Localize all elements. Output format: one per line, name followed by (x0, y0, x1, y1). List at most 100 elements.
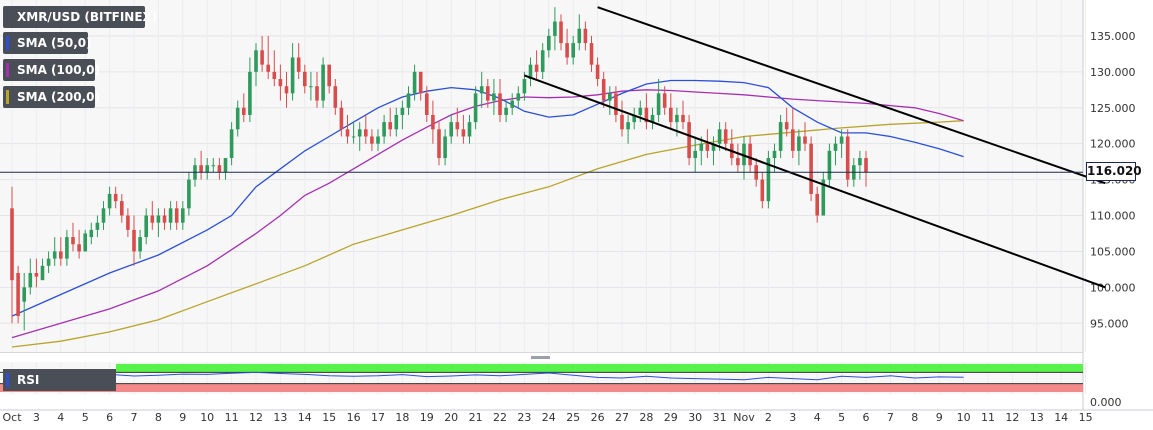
candle-body (309, 86, 313, 88)
x-tick-label: 3 (789, 411, 796, 424)
candle-body (583, 28, 588, 44)
candle-body (101, 208, 106, 223)
candle-body (748, 143, 752, 166)
candle-body (71, 237, 75, 245)
candle-body (662, 93, 667, 108)
candle-body (52, 251, 57, 259)
candle-body (412, 71, 417, 94)
candle-body (113, 193, 118, 202)
candle-body (10, 208, 14, 281)
sma50-legend[interactable]: SMA (50,0) (3, 32, 92, 54)
candle-body (742, 143, 746, 166)
x-tick-label: 12 (249, 411, 263, 424)
candle-body (473, 93, 478, 123)
candle-body (376, 136, 380, 144)
x-tick-label: 29 (664, 411, 678, 424)
x-tick-label: 6 (106, 411, 113, 424)
candle-body (669, 107, 673, 123)
x-tick-label: 3 (33, 411, 40, 424)
candle-body (168, 208, 173, 223)
candle-body (803, 136, 807, 144)
x-tick-label: 20 (444, 411, 458, 424)
candle-body (217, 165, 222, 173)
candle-body (595, 64, 600, 80)
x-tick-label: 25 (566, 411, 580, 424)
candle-body (601, 79, 606, 101)
candle-body (394, 114, 399, 130)
channel-lower-line (524, 74, 1106, 289)
sma100-legend[interactable]: SMA (100,0) (3, 59, 100, 81)
candle-body (717, 129, 722, 144)
x-tick-label: Oct (2, 411, 22, 424)
x-tick-label: 2 (765, 411, 772, 424)
candle-body (443, 136, 447, 159)
candle-body (187, 179, 191, 209)
candle-body (211, 165, 216, 167)
x-tick-label: 9 (179, 411, 186, 424)
candle-body (205, 165, 209, 173)
candle-body (333, 86, 338, 108)
candle-body (833, 143, 838, 151)
candle-body (77, 244, 81, 252)
candle-body (327, 64, 331, 87)
candle-body (504, 107, 508, 115)
x-tick-label: 19 (420, 411, 434, 424)
candle-body (120, 201, 124, 216)
candle-body (705, 143, 710, 151)
candle-body (156, 215, 161, 223)
rsi-legend[interactable]: RSI (14,70,30,1) (3, 369, 116, 409)
candle-body (254, 50, 258, 72)
y-tick-label: 95.000 (1090, 317, 1129, 330)
candle-body (107, 193, 112, 209)
candle-body (242, 107, 246, 115)
x-tick-label: 16 (347, 411, 361, 424)
candle-body (516, 93, 521, 101)
candle-body (510, 100, 514, 108)
sma200-label: SMA (200,0) (17, 90, 100, 104)
candle-body (315, 86, 319, 101)
candle-body (699, 143, 704, 151)
candle-body (760, 179, 765, 202)
candle-body (608, 93, 612, 101)
candle-body (577, 28, 582, 44)
y-tick-label: 135.000 (1090, 30, 1136, 43)
x-tick-label: 7 (887, 411, 894, 424)
candle-body (455, 122, 460, 130)
x-tick-label: 28 (639, 411, 653, 424)
sma200-legend[interactable]: SMA (200,0) (3, 86, 100, 108)
candle-body (132, 229, 136, 252)
candle-body (223, 158, 228, 173)
x-tick-label: 7 (131, 411, 138, 424)
pane-resize-handle (531, 356, 550, 359)
x-tick-label: 5 (82, 411, 89, 424)
x-tick-label: 12 (1005, 411, 1019, 424)
symbol-legend[interactable]: XMR/USD (BITFINEX) (3, 6, 157, 28)
candle-body (400, 107, 405, 115)
candle-body (418, 71, 423, 94)
rsi-label: RSI (14,70,30,1) (17, 373, 101, 409)
candle-body (809, 143, 813, 194)
candle-body (614, 93, 618, 115)
candle-body (95, 222, 100, 230)
candle-body (388, 122, 392, 130)
x-tick-label: Nov (733, 411, 755, 424)
candle-body (650, 114, 655, 123)
candle-body (303, 71, 307, 87)
candle-body (681, 114, 685, 123)
candle-body (479, 86, 484, 94)
channel-upper-line (597, 6, 1106, 185)
candle-body (260, 50, 264, 65)
candle-body (845, 136, 850, 180)
y-tick-label: 105.000 (1090, 245, 1136, 258)
candle-body (675, 114, 679, 123)
x-tick-label: 10 (200, 411, 214, 424)
candle-body (772, 150, 777, 159)
x-tick-label: 15 (1079, 411, 1093, 424)
x-tick-label: 4 (57, 411, 64, 424)
rsi-swatch (6, 373, 9, 387)
x-tick-label: 22 (493, 411, 507, 424)
x-tick-label: 30 (688, 411, 702, 424)
candle-body (449, 122, 453, 137)
x-tick-label: 23 (517, 411, 531, 424)
x-tick-label: 14 (1054, 411, 1068, 424)
